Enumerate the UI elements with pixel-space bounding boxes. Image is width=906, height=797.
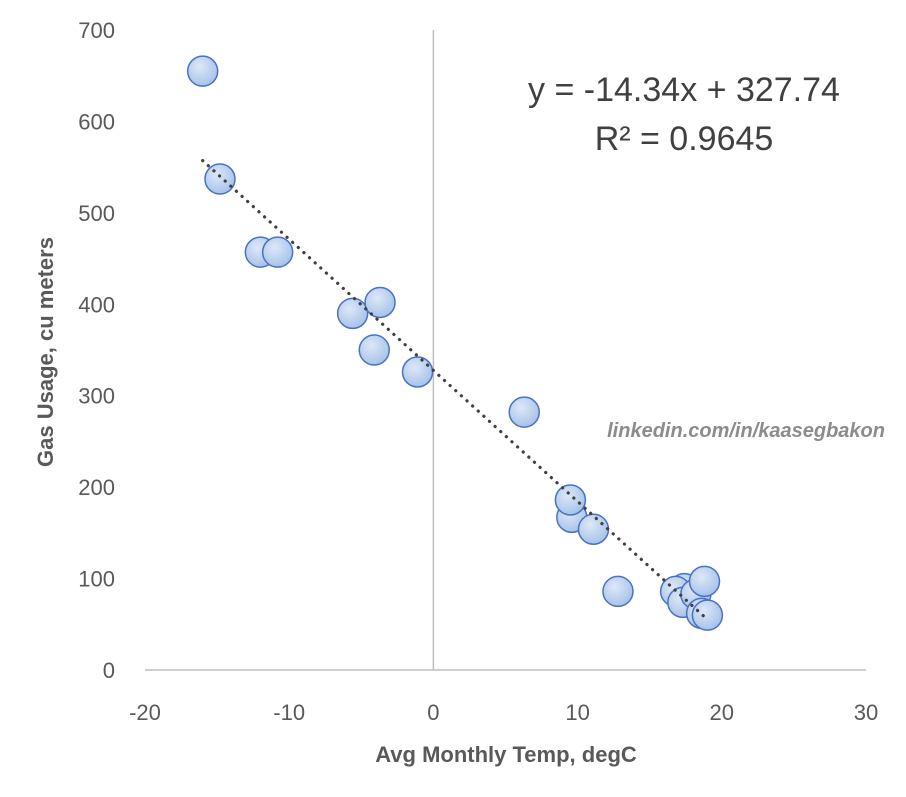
data-point [691,599,724,631]
x-tick-label: -10 [273,700,305,725]
x-tick-label: 20 [710,700,734,725]
r-squared-label: R² = 0.9645 [595,120,774,158]
trendline-equation: y = -14.34x + 327.74 [528,71,840,109]
y-tick-label: 100 [78,567,115,592]
y-tick-label: 0 [103,658,115,683]
y-axis-ticks: 0 100 200 300 400 500 600 700 [78,18,115,683]
x-tick-label: -20 [129,700,161,725]
y-tick-label: 200 [78,475,115,500]
trendline [201,158,709,622]
data-point [336,297,369,330]
credit-watermark: linkedin.com/in/kaasegbakon [607,420,885,442]
data-points [186,55,724,631]
data-point [261,236,294,268]
x-axis-title: Avg Monthly Temp, degC [375,742,637,767]
x-axis-ticks: -20 -10 0 10 20 30 [129,700,878,725]
x-tick-label: 10 [565,700,589,725]
x-tick-label: 0 [427,700,439,725]
data-point [186,55,219,87]
y-tick-label: 700 [78,18,115,43]
data-point [577,513,610,545]
y-tick-label: 300 [78,384,115,409]
data-point [358,334,391,366]
data-point [401,356,434,388]
y-tick-label: 600 [78,109,115,134]
data-point [688,565,721,598]
data-point [204,163,236,195]
y-tick-label: 400 [78,292,115,317]
data-point [554,484,587,516]
data-point [602,575,634,608]
y-axis-title: Gas Usage, cu meters [33,237,58,467]
data-point [508,396,540,428]
x-tick-label: 30 [854,700,878,725]
data-point [364,286,396,319]
y-tick-label: 500 [78,201,115,226]
